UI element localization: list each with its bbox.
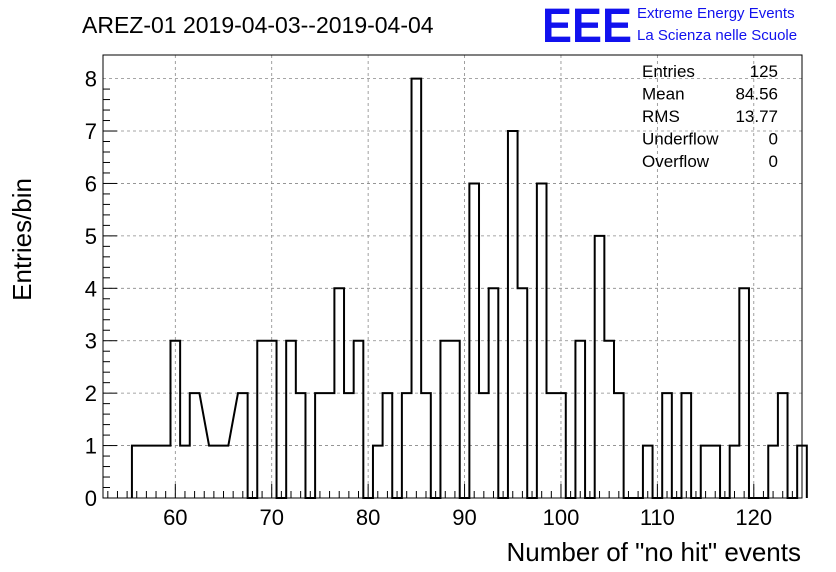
y-tick-label: 1 (85, 434, 97, 459)
y-tick-label: 7 (85, 119, 97, 144)
histogram-bin (161, 446, 171, 498)
histogram-bin (142, 446, 152, 498)
y-tick-label: 3 (85, 329, 97, 354)
y-tick-label: 2 (85, 381, 97, 406)
axis-ticks: 60 70 80 90 100 110 120 0 1 2 3 4 5 6 7 8 (85, 67, 793, 530)
y-tick-label: 6 (85, 171, 97, 196)
x-axis-label: Number of "no hit" events (507, 537, 802, 567)
histogram-bin (373, 446, 383, 498)
x-tick-label: 70 (259, 505, 283, 530)
stats-label: Mean (642, 85, 685, 104)
stats-value: 0 (769, 152, 778, 171)
histogram-bin (354, 341, 364, 498)
stats-value: 84.56 (735, 85, 778, 104)
histogram-bin (267, 341, 277, 498)
x-tick-label: 90 (452, 505, 476, 530)
histogram-bin (132, 446, 142, 498)
y-tick-label: 0 (85, 486, 97, 511)
stats-box: Entries 125 Mean 84.56 RMS 13.77 Underflow 0 Ove… (642, 62, 778, 171)
histogram-bin (180, 446, 190, 498)
histogram-bin (450, 341, 460, 498)
histogram-bin (643, 446, 653, 498)
x-tick-label: 80 (356, 505, 380, 530)
y-axis-label: Entries/bin (7, 178, 37, 301)
y-tick-label: 4 (85, 276, 97, 301)
stats-value: 13.77 (735, 107, 778, 126)
histogram-bin (604, 341, 614, 498)
x-tick-label: 100 (543, 505, 580, 530)
histogram-bin (440, 341, 450, 498)
stats-label: Entries (642, 62, 695, 81)
histogram-bin (508, 131, 518, 498)
x-tick-label: 60 (163, 505, 187, 530)
histogram-bin (257, 341, 267, 498)
x-tick-label: 110 (640, 505, 675, 530)
grid-lines (103, 55, 802, 498)
histogram-bin (701, 446, 711, 498)
chart-title: AREZ-01 2019-04-03--2019-04-04 (82, 12, 434, 38)
histogram-bin (768, 446, 778, 498)
histogram-bin (730, 446, 740, 498)
logo-line-1: Extreme Energy Events (637, 5, 795, 22)
histogram-bin (209, 446, 219, 498)
histogram-bin (595, 236, 605, 498)
stats-label: Underflow (642, 130, 719, 149)
histogram-bin (219, 446, 229, 498)
x-tick-label: 120 (735, 505, 772, 530)
histogram-bin (286, 341, 296, 498)
logo-line-2: La Scienza nelle Scuole (637, 27, 797, 44)
eee-logo-mark: EEE (542, 0, 632, 53)
histogram-bin (170, 341, 180, 498)
plot-frame (102, 54, 803, 499)
stats-value: 125 (750, 62, 778, 81)
stats-label: RMS (642, 107, 680, 126)
y-tick-label: 5 (85, 224, 97, 249)
eee-logo: EEE Extreme Energy Events La Scienza nel… (542, 0, 797, 53)
histogram-bin (575, 341, 585, 498)
y-tick-label: 8 (85, 67, 97, 92)
stats-value: 0 (769, 130, 778, 149)
stats-label: Overflow (642, 152, 710, 171)
histogram-bin (710, 446, 720, 498)
